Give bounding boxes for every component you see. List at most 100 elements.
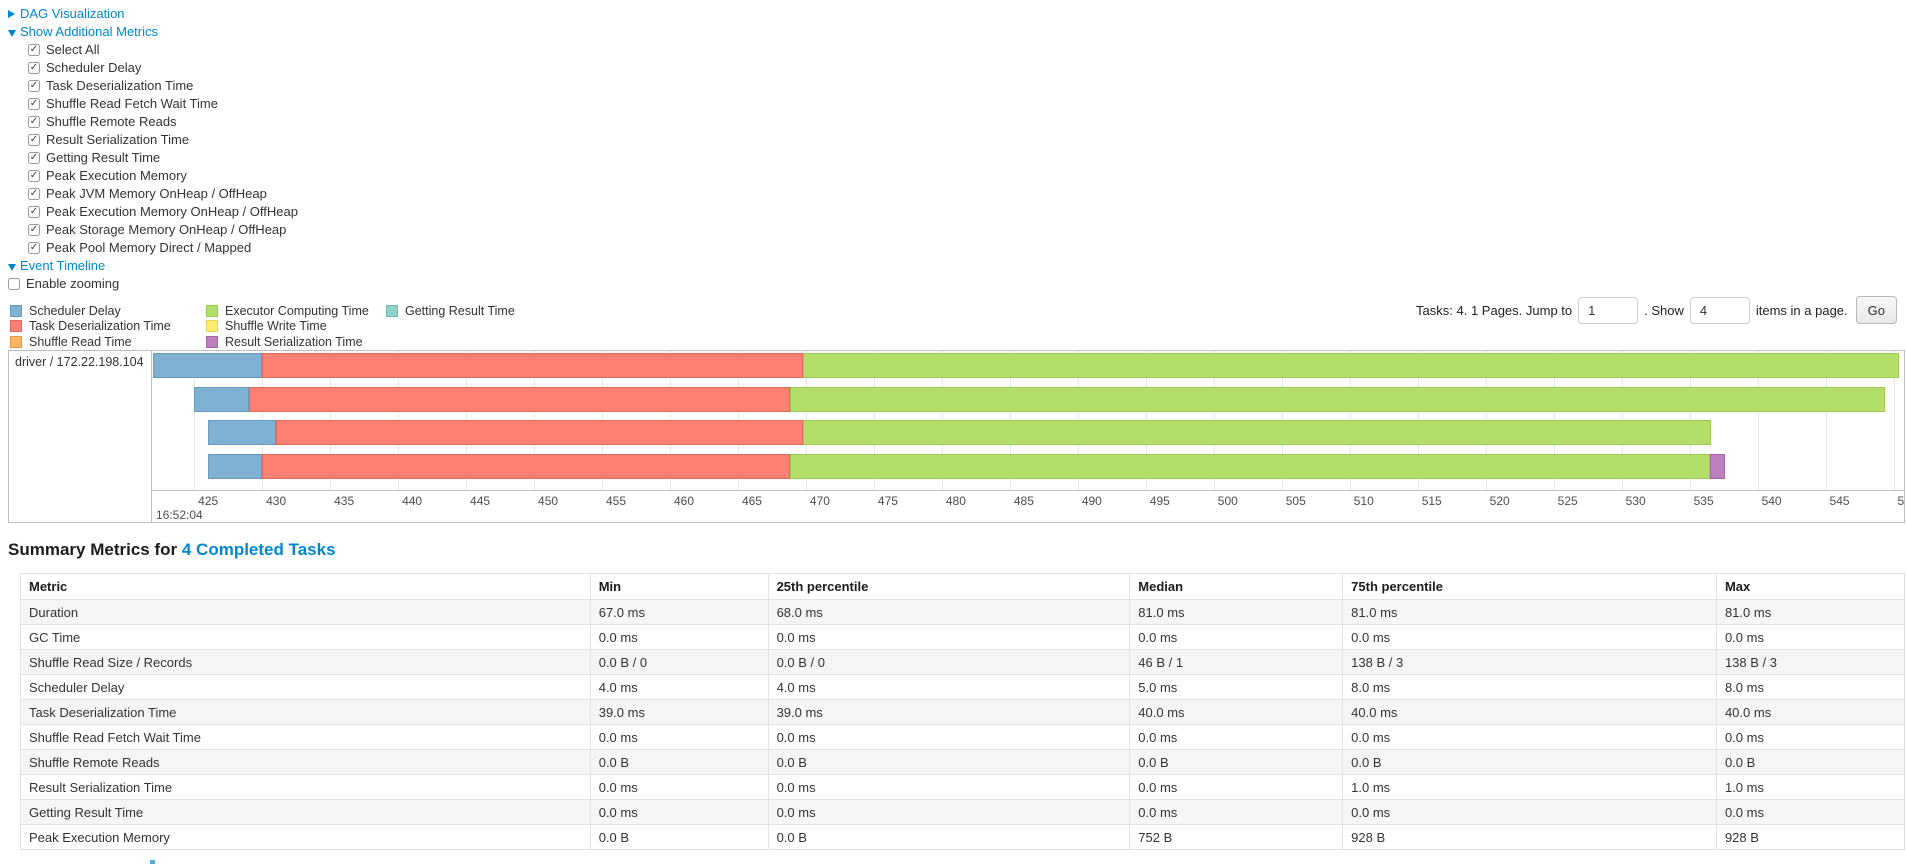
completed-tasks-count-link[interactable]: 4 Completed Tasks	[181, 540, 336, 559]
enable-zooming-checkbox[interactable]	[8, 278, 20, 290]
summary-metrics-table: Metric Min 25th percentile Median 75th perce…	[20, 573, 1906, 850]
metric-value-cell: 8.0 ms	[1342, 674, 1717, 700]
column-header-metric: Metric	[20, 573, 591, 600]
legend-item-shuffle-write-time: Shuffle Write Time	[206, 319, 386, 335]
metric-value-cell: 0.0 ms	[1342, 799, 1717, 825]
items-per-page-input[interactable]	[1689, 296, 1750, 324]
metric-value-cell: 0.0 ms	[1342, 624, 1717, 650]
jump-to-page-input[interactable]	[1578, 296, 1639, 324]
metric-value-cell: 0.0 B	[1715, 749, 1906, 775]
timeline-bars-area	[152, 351, 1904, 490]
task-bar-segment-executor_computing[interactable]	[803, 420, 1712, 445]
metric-value-cell: 68.0 ms	[767, 599, 1131, 625]
metric-value-cell: 4.0 ms	[767, 674, 1131, 700]
summary-table-header-row: Metric Min 25th percentile Median 75th perce…	[20, 573, 1906, 600]
task-bar-segment-task_deserialization[interactable]	[262, 453, 790, 479]
metric-checkbox-peak-execution-memory-onheap-offheap[interactable]	[28, 206, 40, 218]
metric-checkbox-peak-jvm-memory-onheap-offheap[interactable]	[28, 188, 40, 200]
metric-checkbox-label: Select All	[46, 42, 100, 57]
getting-result-time-swatch-icon	[386, 304, 398, 317]
metric-value-cell: 4.0 ms	[589, 674, 769, 700]
axis-gridline	[1757, 351, 1759, 490]
metric-value-cell: 0.0 ms	[1129, 799, 1344, 825]
table-row-shuffle-read-size-records: Shuffle Read Size / Records 0.0 B / 0 0.0 …	[20, 649, 1906, 675]
metric-value-cell: 928 B	[1715, 824, 1906, 850]
metric-checkbox-label: Peak Pool Memory Direct / Mapped	[46, 240, 252, 255]
axis-tick-label: 540	[1761, 494, 1782, 508]
task-bar-segment-executor_computing[interactable]	[789, 386, 1886, 412]
task-bar-segment-result_serialization[interactable]	[1709, 453, 1725, 479]
metric-checkbox-peak-storage-memory-onheap-offheap[interactable]	[28, 224, 40, 236]
axis-tick-label: 510	[1353, 494, 1374, 508]
column-header-max: Max	[1715, 573, 1906, 600]
metric-name-cell: Scheduler Delay	[20, 674, 591, 700]
metric-value-cell: 0.0 B	[1342, 749, 1717, 775]
legend-label: Shuffle Read Time	[29, 334, 132, 349]
metric-value-cell: 1.0 ms	[1342, 774, 1717, 800]
metric-value-cell: 81.0 ms	[1342, 599, 1717, 625]
axis-tick-label: 470	[809, 494, 830, 508]
metric-checkbox-task-deserialization-time[interactable]	[28, 80, 40, 92]
task-bar-segment-scheduler_delay[interactable]	[153, 353, 263, 378]
summary-heading-prefix: Summary Metrics for	[8, 540, 178, 559]
task-bar-segment-scheduler_delay[interactable]	[207, 420, 276, 445]
metric-value-cell: 0.0 ms	[1715, 624, 1906, 650]
task-bar-segment-scheduler_delay[interactable]	[194, 386, 249, 412]
show-additional-metrics-toggle[interactable]: Show Additional Metrics	[8, 23, 298, 41]
timeline-time-axis: 16:52:04 425 430 435 440 445 450 455 460 465 470 4…	[152, 490, 1904, 522]
axis-tick-label: 440	[402, 494, 423, 508]
axis-major-time-label: 16:52:04	[156, 508, 203, 522]
axis-tick-label: 530	[1625, 494, 1646, 508]
metric-checkbox-label: Result Serialization Time	[46, 132, 190, 147]
metric-value-cell: 39.0 ms	[767, 699, 1131, 725]
metric-checkbox-shuffle-read-fetch-wait-time[interactable]	[28, 98, 40, 110]
task-bar-segment-executor_computing[interactable]	[803, 353, 1899, 378]
result-serialization-time-swatch-icon	[206, 335, 218, 348]
event-timeline-toggle[interactable]: Event Timeline	[8, 257, 298, 275]
task-bar-segment-task_deserialization[interactable]	[275, 420, 804, 445]
go-button[interactable]: Go	[1855, 296, 1897, 324]
task-bar-segment-scheduler_delay[interactable]	[207, 453, 263, 479]
metric-name-cell: Getting Result Time	[20, 799, 591, 825]
axis-tick-label: 445	[470, 494, 491, 508]
task-bar-segment-task_deserialization[interactable]	[262, 353, 804, 378]
pagination-suffix-text: items in a page.	[1755, 302, 1848, 318]
metric-name-cell: Shuffle Remote Reads	[20, 749, 591, 775]
task-bar-segment-executor_computing[interactable]	[789, 453, 1710, 479]
metric-checkbox-result-serialization-time[interactable]	[28, 134, 40, 146]
metric-value-cell: 0.0 ms	[767, 799, 1131, 825]
legend-item-task-deserialization-time: Task Deserialization Time	[10, 319, 206, 335]
axis-tick-label: 480	[945, 494, 966, 508]
table-row-peak-execution-memory: Peak Execution Memory 0.0 B 0.0 B 752 B 928 …	[20, 824, 1906, 850]
metric-name-cell: Shuffle Read Fetch Wait Time	[20, 724, 591, 750]
metric-checkbox-getting-result-time[interactable]	[28, 152, 40, 164]
metric-row-select-all: Select All	[8, 41, 298, 59]
legend-label: Shuffle Write Time	[225, 319, 327, 334]
metric-checkbox-peak-pool-memory-direct-mapped[interactable]	[28, 242, 40, 254]
metric-checkbox-shuffle-remote-reads[interactable]	[28, 116, 40, 128]
metric-value-cell: 81.0 ms	[1129, 599, 1344, 625]
metric-value-cell: 0.0 B	[767, 824, 1131, 850]
scheduler-delay-swatch-icon	[10, 304, 22, 317]
metric-checkbox-peak-execution-memory[interactable]	[28, 170, 40, 182]
metric-value-cell: 138 B / 3	[1342, 649, 1717, 675]
metric-row-scheduler-delay: Scheduler Delay	[8, 59, 298, 77]
axis-tick-label: 485	[1013, 494, 1034, 508]
metric-value-cell: 0.0 B	[767, 749, 1131, 775]
metric-name-cell: Peak Execution Memory	[20, 824, 591, 850]
metric-value-cell: 0.0 B	[1129, 749, 1344, 775]
metric-checkbox-scheduler-delay[interactable]	[28, 62, 40, 74]
axis-tick-label: 525	[1557, 494, 1578, 508]
task-bar-segment-task_deserialization[interactable]	[248, 386, 790, 412]
metric-checkbox-select-all[interactable]	[28, 44, 40, 56]
column-header-min: Min	[589, 573, 769, 600]
metric-value-cell: 40.0 ms	[1342, 699, 1717, 725]
expand-controls: DAG Visualization Show Additional Metric…	[8, 5, 298, 293]
dag-visualization-toggle[interactable]: DAG Visualization	[8, 5, 298, 23]
pagination-mid-text: . Show	[1644, 302, 1684, 318]
metric-checkbox-list: Select All Scheduler Delay Task Deserializ…	[8, 41, 298, 257]
metric-value-cell: 40.0 ms	[1129, 699, 1344, 725]
metric-value-cell: 0.0 ms	[1715, 724, 1906, 750]
metric-value-cell: 0.0 ms	[767, 624, 1131, 650]
